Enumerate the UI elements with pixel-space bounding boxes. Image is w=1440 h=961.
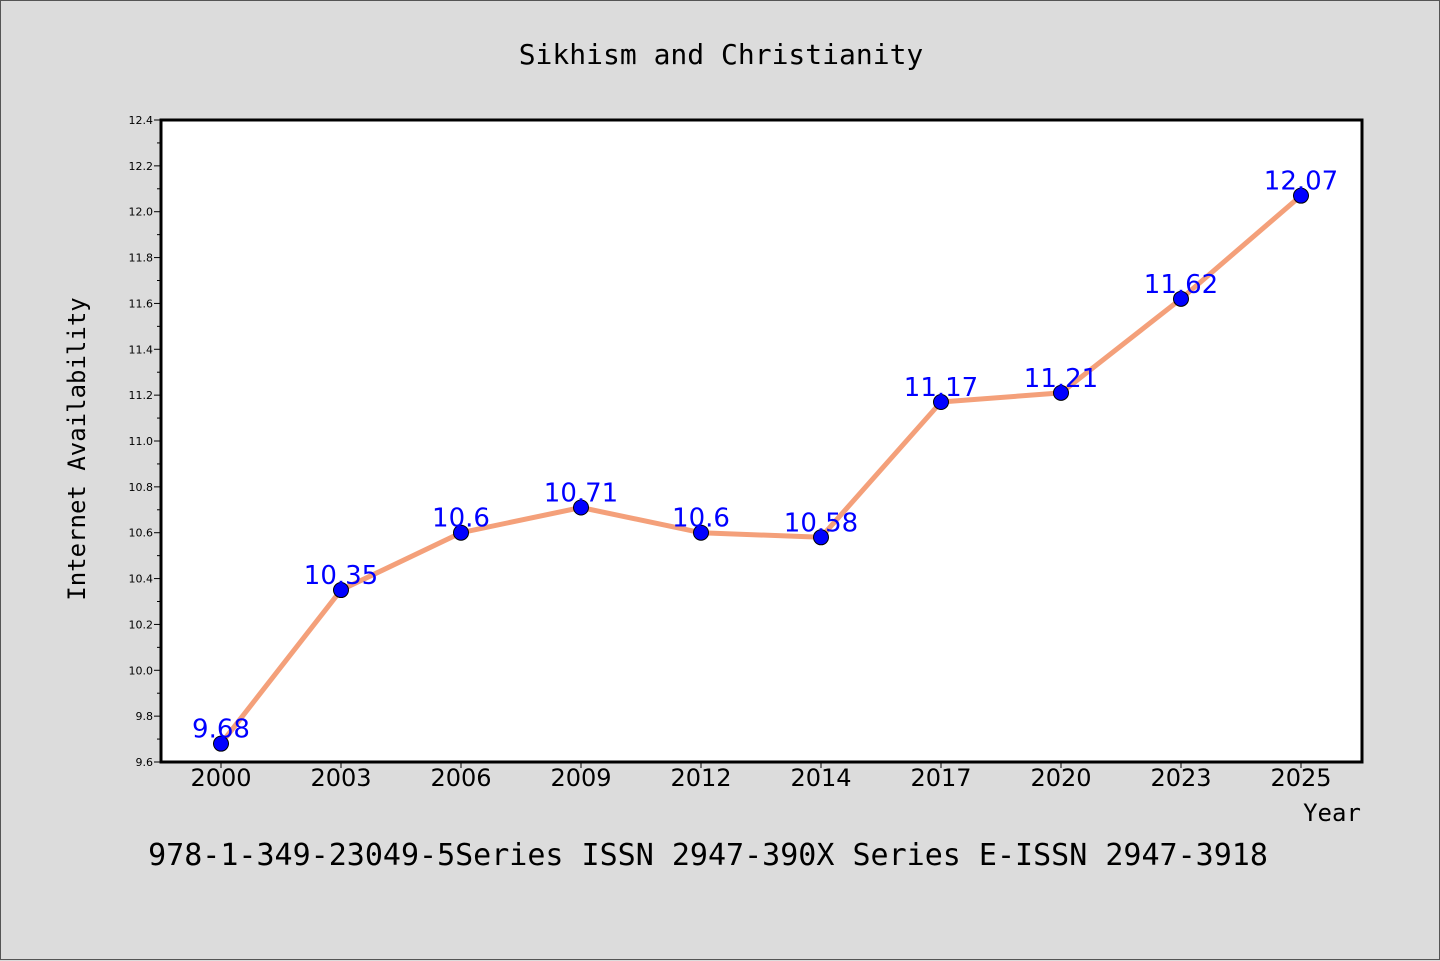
data-point	[933, 394, 949, 411]
y-tick-label: 11.6	[129, 297, 154, 310]
x-tick-label: 2023	[1150, 764, 1211, 792]
data-point	[573, 499, 589, 516]
data-point	[813, 529, 829, 546]
data-label: 10.6	[672, 504, 730, 534]
data-label: 11.17	[904, 373, 978, 403]
x-tick-label: 2017	[910, 764, 971, 792]
chart-title: Sikhism and Christianity	[519, 38, 924, 71]
data-label: 10.6	[432, 504, 490, 534]
x-tick-label: 2000	[190, 764, 251, 792]
data-label: 11.62	[1144, 270, 1218, 300]
y-tick-label: 9.8	[136, 710, 154, 723]
data-point	[1173, 290, 1189, 307]
y-tick-label: 9.6	[136, 756, 154, 769]
y-tick-label: 12.4	[129, 114, 154, 127]
data-label: 10.71	[544, 478, 618, 508]
y-tick-label: 11.8	[129, 252, 154, 265]
x-tick-label: 2012	[670, 764, 731, 792]
x-axis: 2000 2003 2006 2009 2012 2014 2017 2020 2023 2025	[190, 762, 1332, 792]
data-point	[213, 735, 229, 752]
data-point	[453, 524, 469, 541]
y-tick-label: 10.2	[129, 618, 154, 631]
data-point	[693, 524, 709, 541]
y-tick-label: 12.2	[129, 160, 154, 173]
y-tick-label: 12.0	[129, 206, 154, 219]
x-tick-label: 2006	[430, 764, 491, 792]
footer-text: 978-1-349-23049-5Series ISSN 2947-390X S…	[148, 838, 1268, 873]
x-axis-label: Year	[1303, 799, 1361, 827]
data-label: 11.21	[1024, 364, 1098, 394]
data-label: 12.07	[1264, 167, 1338, 197]
y-tick-label: 10.0	[129, 664, 154, 677]
y-tick-label: 11.4	[129, 343, 154, 356]
y-tick-label: 11.0	[129, 435, 154, 448]
x-tick-label: 2003	[310, 764, 371, 792]
data-label: 10.35	[304, 561, 378, 591]
y-axis: 9.6 9.8 10.0 10.2 10.4 10.6 10.8 11.0 11.2 11.4 11…	[129, 114, 161, 769]
y-axis-label: Internet Availability	[63, 297, 91, 600]
data-label: 9.68	[192, 715, 250, 745]
x-tick-label: 2014	[790, 764, 851, 792]
y-tick-label: 10.8	[129, 481, 154, 494]
y-tick-label: 11.2	[129, 389, 154, 402]
x-tick-label: 2009	[550, 764, 611, 792]
data-point	[1293, 187, 1309, 204]
series-line	[218, 193, 1304, 747]
data-label-group: 9.68 10.35 10.6 10.71 10.6 10.58 11.17 11.21 11.…	[192, 167, 1338, 745]
y-tick-label: 10.6	[129, 527, 154, 540]
data-point	[1053, 384, 1069, 401]
data-label: 10.58	[784, 508, 858, 538]
x-tick-label: 2020	[1030, 764, 1091, 792]
data-point	[333, 582, 349, 599]
x-tick-label: 2025	[1270, 764, 1331, 792]
plot-area	[159, 118, 1364, 764]
series-group	[213, 187, 1309, 752]
y-tick-label: 10.4	[129, 573, 154, 586]
